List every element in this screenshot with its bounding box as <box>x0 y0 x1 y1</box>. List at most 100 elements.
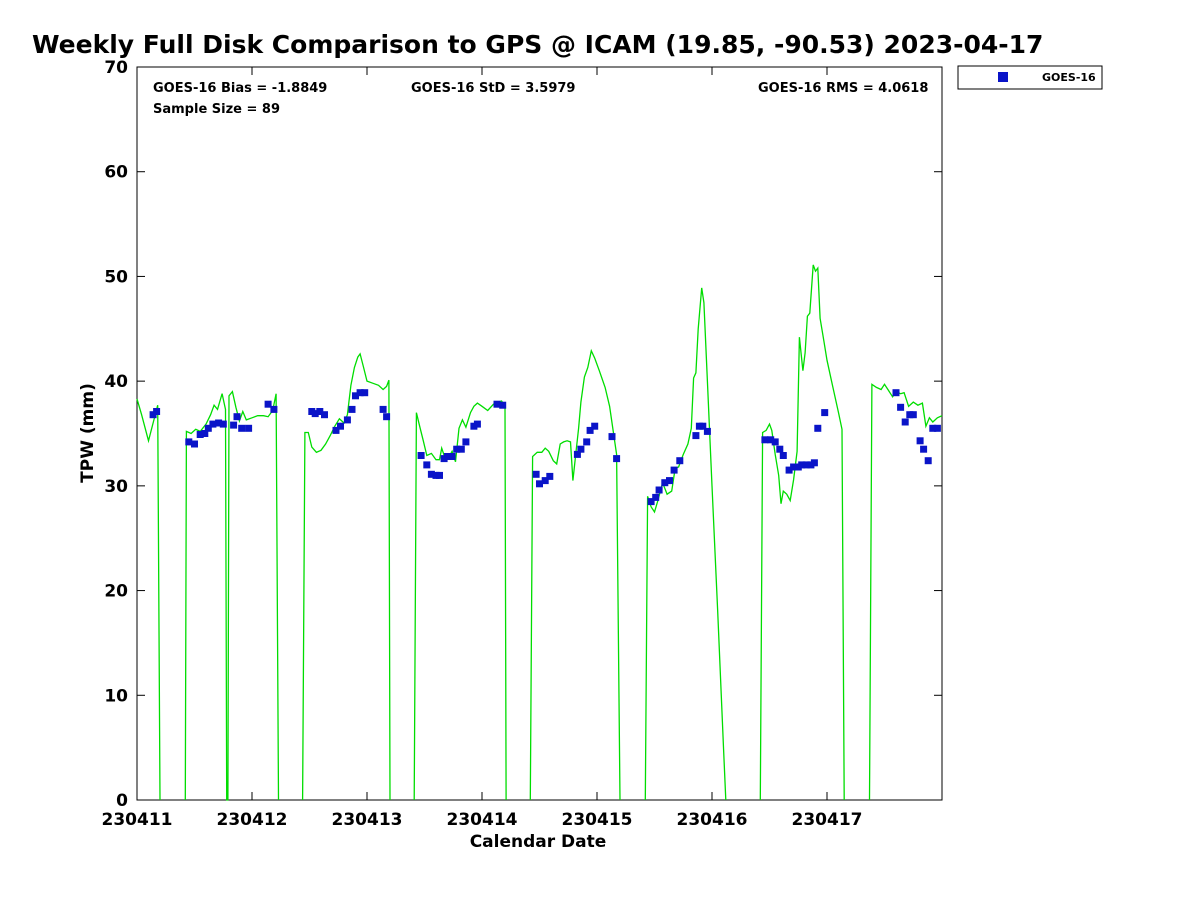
goes16-point <box>361 389 369 397</box>
y-tick-label: 30 <box>104 477 128 497</box>
goes16-point <box>821 409 829 417</box>
goes16-point <box>703 427 711 435</box>
goes16-point <box>776 445 784 453</box>
x-tick-label: 230411 <box>102 810 173 830</box>
legend-box <box>957 65 1103 90</box>
goes16-point <box>457 445 465 453</box>
goes16-point <box>352 392 359 400</box>
goes16-point <box>233 413 241 421</box>
goes16-point <box>652 493 660 501</box>
y-axis-label: TPW (mm) <box>78 383 98 483</box>
goes16-point <box>153 408 161 415</box>
goes16-point <box>337 422 344 430</box>
x-axis-label: Calendar Date <box>470 832 607 852</box>
goes16-point <box>924 457 932 465</box>
goes16-point <box>573 450 581 458</box>
goes16-point <box>920 445 928 453</box>
goes16-point <box>761 436 769 444</box>
goes16-point <box>909 411 917 419</box>
x-tick-label: 230415 <box>562 810 633 830</box>
goes16-point <box>814 424 822 432</box>
goes16-point <box>608 433 616 441</box>
goes16-point <box>201 430 209 437</box>
gps-line-segment <box>529 348 621 801</box>
goes16-point <box>933 424 941 432</box>
gps-line-segment <box>184 390 280 801</box>
legend-marker <box>998 72 1008 82</box>
goes16-point <box>541 477 549 485</box>
gps-line-segment <box>136 398 161 801</box>
goes16-point <box>655 486 663 494</box>
y-tick-label: 40 <box>104 372 128 392</box>
x-tick-label: 230413 <box>332 810 403 830</box>
stat-sample-size: Sample Size = 89 <box>153 102 280 117</box>
goes16-point <box>583 438 591 446</box>
goes16-point <box>196 431 204 438</box>
goes16-point <box>427 470 435 478</box>
stat-bias: GOES-16 Bias = -1.8849 <box>153 81 327 96</box>
goes16-point <box>666 477 673 485</box>
goes16-point <box>532 470 540 478</box>
goes16-point <box>204 424 212 432</box>
plot-frame <box>136 66 943 801</box>
goes16-point <box>245 424 253 432</box>
y-tick-label: 70 <box>104 58 128 78</box>
goes16-point <box>692 432 700 440</box>
goes16-point <box>383 413 391 421</box>
y-tick-label: 50 <box>104 267 128 287</box>
goes16-point <box>661 479 669 487</box>
goes16-point <box>929 424 937 432</box>
x-tick-label: 230412 <box>217 810 288 830</box>
goes16-point <box>423 461 431 469</box>
goes16-point <box>916 437 924 445</box>
goes16-point <box>219 420 227 428</box>
goes16-point <box>670 466 678 474</box>
x-axis: 230411 230412 230413 230414 230415 230416 2304… <box>102 67 863 830</box>
goes16-point <box>230 421 238 429</box>
goes16-point <box>536 480 543 488</box>
gps-line-segment <box>868 383 943 801</box>
goes16-point <box>901 418 909 426</box>
goes16-point <box>802 461 810 469</box>
y-tick-label: 20 <box>104 582 128 602</box>
goes16-point <box>493 400 501 408</box>
y-tick-label: 60 <box>104 163 128 183</box>
goes16-point <box>499 401 507 409</box>
y-tick-label: 0 <box>116 791 128 811</box>
x-tick-label: 230416 <box>677 810 748 830</box>
goes16-point <box>348 405 356 413</box>
goes16-point <box>892 389 900 397</box>
chart-title: Weekly Full Disk Comparison to GPS @ ICA… <box>32 30 1044 59</box>
goes16-point <box>444 453 451 460</box>
goes16-point <box>321 411 328 419</box>
legend: GOES-16 <box>957 65 1103 90</box>
goes16-point <box>417 452 425 459</box>
goes16-point <box>215 419 223 427</box>
x-tick-label: 230414 <box>447 810 518 830</box>
goes16-point <box>356 389 364 397</box>
goes16-point <box>790 463 798 471</box>
goes16-point <box>379 405 387 413</box>
goes16-point <box>810 459 818 467</box>
goes16-point <box>591 422 599 430</box>
goes16-point <box>448 453 456 460</box>
goes16-point <box>771 438 779 446</box>
goes16-point <box>699 422 707 430</box>
stat-rms: GOES-16 RMS = 4.0618 <box>758 81 928 96</box>
x-tick-label: 230417 <box>792 810 863 830</box>
gps-line-segment <box>644 287 727 801</box>
goes16-point <box>779 452 787 459</box>
goes16-point <box>798 461 806 469</box>
goes16-point <box>785 466 793 474</box>
goes16-point <box>767 436 775 444</box>
gps-line-segment <box>301 352 391 801</box>
goes16-point <box>270 405 278 413</box>
y-axis: 0 10 20 30 40 50 60 70 <box>104 58 942 811</box>
goes16-point <box>264 400 272 408</box>
goes16-point <box>462 438 470 446</box>
legend-label: GOES-16 <box>1042 71 1096 84</box>
goes16-point <box>613 455 621 463</box>
goes16-point <box>577 445 585 453</box>
goes16-point <box>238 424 246 432</box>
goes16-point <box>332 426 340 434</box>
